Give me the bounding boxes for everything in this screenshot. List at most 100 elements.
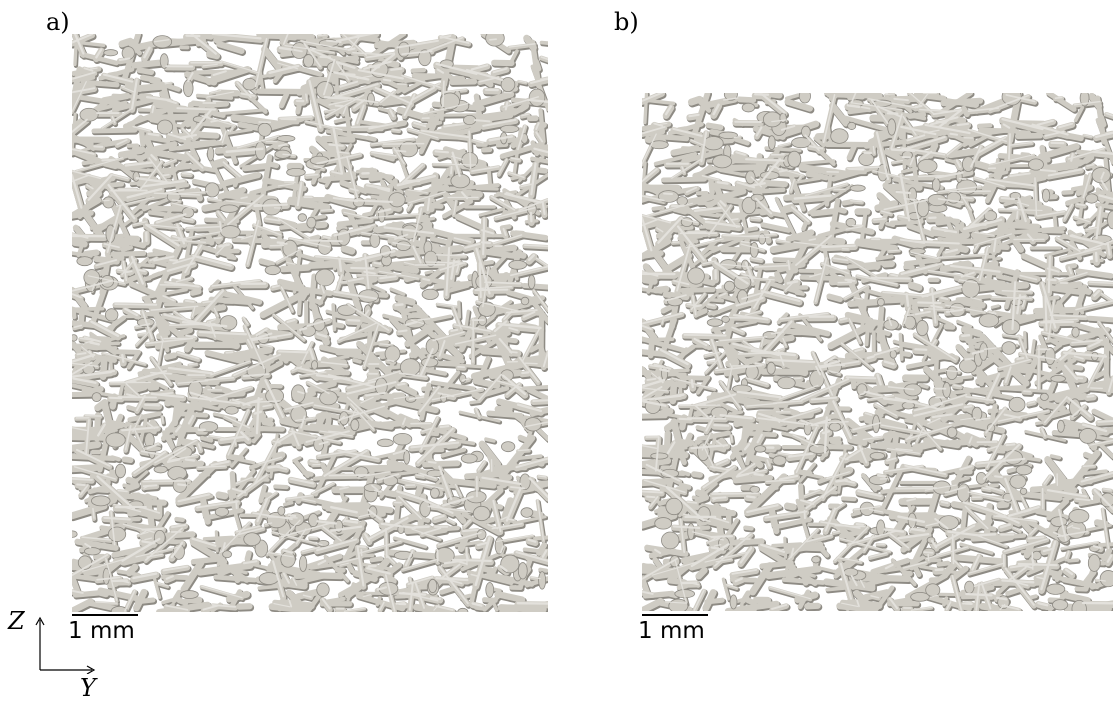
fiber-highlight <box>235 525 260 533</box>
fiber-highlight <box>441 563 461 579</box>
fiber-highlight <box>282 34 289 45</box>
fiber-highlight <box>79 484 89 496</box>
fiber-highlight <box>158 339 164 365</box>
fiber-highlight <box>86 184 94 190</box>
fiber-highlight <box>246 219 260 265</box>
fiber-highlight <box>402 591 439 602</box>
fiber <box>333 312 375 324</box>
fiber <box>273 484 289 490</box>
fiber-highlight <box>72 477 93 481</box>
fiber <box>163 352 177 360</box>
fiber <box>324 143 353 188</box>
fiber <box>441 342 452 349</box>
fiber-highlight <box>422 36 464 54</box>
fiber-render-a <box>72 34 548 612</box>
fiber <box>72 292 84 302</box>
fiber-highlight <box>522 327 541 362</box>
fiber-highlight <box>422 277 431 282</box>
fiber-highlight <box>72 71 96 80</box>
fiber <box>72 573 81 596</box>
fiber-highlight <box>305 93 308 102</box>
fiber-highlight <box>358 512 373 518</box>
fiber-highlight <box>75 448 111 467</box>
fiber-highlight <box>167 366 213 375</box>
fiber-highlight <box>187 72 194 83</box>
fiber-highlight <box>90 320 120 337</box>
fiber <box>295 101 303 115</box>
fiber <box>472 118 493 126</box>
fiber-highlight <box>191 537 217 547</box>
fiber-highlight <box>396 490 426 502</box>
fiber <box>454 213 495 235</box>
fiber-highlight <box>103 516 131 521</box>
fiber <box>486 410 524 419</box>
fiber-highlight <box>326 39 342 44</box>
fiber <box>200 34 214 40</box>
fiber <box>124 187 165 202</box>
fiber <box>178 327 194 336</box>
fiber-highlight <box>72 232 89 239</box>
fiber-highlight <box>463 519 471 527</box>
fiber <box>404 324 435 347</box>
particle <box>317 539 330 547</box>
fiber <box>528 343 543 353</box>
fiber-highlight <box>350 125 378 128</box>
fiber-highlight <box>282 572 290 584</box>
fiber <box>403 399 420 408</box>
fiber <box>100 399 117 440</box>
fiber <box>183 299 197 306</box>
fiber <box>216 551 224 567</box>
fiber-highlight <box>210 460 230 467</box>
fiber-highlight <box>264 491 277 501</box>
fiber-highlight <box>377 208 392 214</box>
fiber <box>142 311 156 317</box>
fiber <box>302 470 314 477</box>
fiber <box>430 380 476 391</box>
particle <box>524 417 542 432</box>
particle <box>476 529 487 540</box>
particle <box>219 204 239 213</box>
particle <box>485 582 495 598</box>
fiber-highlight <box>520 183 533 188</box>
fiber <box>537 480 548 486</box>
fiber-highlight <box>282 549 294 554</box>
fiber <box>169 523 189 532</box>
fiber-highlight <box>210 386 252 401</box>
fiber-highlight <box>161 415 164 423</box>
fiber-highlight <box>146 553 163 558</box>
fiber-highlight <box>392 242 411 247</box>
fiber <box>72 477 95 484</box>
fiber-highlight <box>95 601 118 604</box>
fiber <box>131 220 148 227</box>
fiber <box>153 212 189 227</box>
fiber <box>189 536 219 551</box>
fiber-highlight <box>455 265 460 273</box>
fiber <box>72 147 105 166</box>
fiber <box>217 434 248 445</box>
fiber <box>192 69 242 75</box>
fiber <box>163 460 205 470</box>
fiber <box>285 261 297 267</box>
fiber-highlight <box>521 113 529 117</box>
fiber <box>440 447 467 458</box>
fiber-highlight <box>357 274 388 277</box>
fiber <box>497 604 547 612</box>
fiber-highlight <box>227 409 250 456</box>
fiber <box>412 603 451 612</box>
fiber-highlight <box>231 487 247 494</box>
fiber-highlight <box>398 372 427 378</box>
fiber-highlight <box>419 472 437 479</box>
fiber <box>229 456 256 465</box>
fiber <box>279 264 312 273</box>
fiber-highlight <box>442 495 474 507</box>
particle <box>418 49 432 67</box>
fiber <box>196 330 250 339</box>
fiber <box>395 328 410 336</box>
particle <box>280 551 296 568</box>
fiber-highlight <box>126 187 163 199</box>
fiber-highlight <box>192 254 232 267</box>
fiber <box>131 59 166 69</box>
fiber <box>296 225 314 232</box>
fiber <box>87 319 122 341</box>
fiber <box>217 108 267 116</box>
